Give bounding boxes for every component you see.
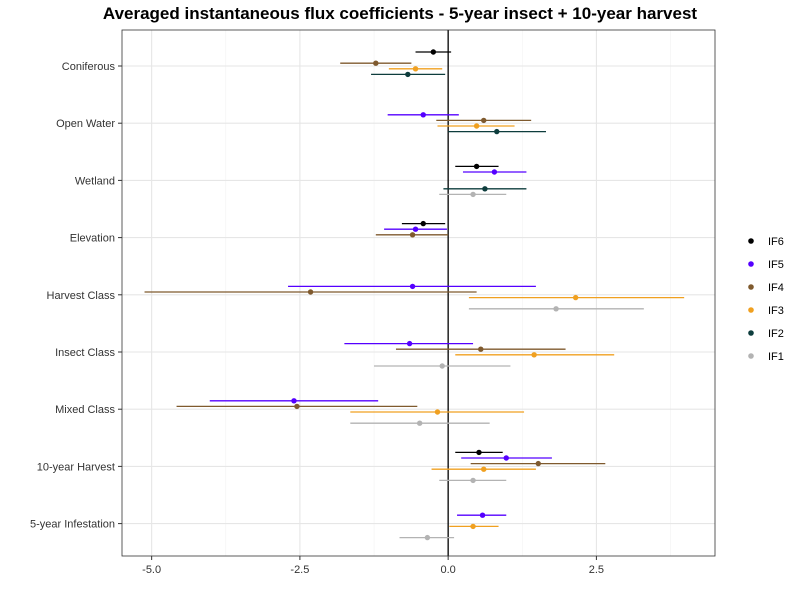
legend-key <box>748 284 754 290</box>
estimate-point <box>470 477 476 484</box>
estimate-point <box>373 60 379 66</box>
estimate-point <box>409 283 416 290</box>
estimate-point <box>294 403 300 410</box>
y-tick-label: Elevation <box>70 233 115 245</box>
legend-key <box>748 353 754 359</box>
estimate-point <box>481 117 487 124</box>
legend-key <box>748 261 754 267</box>
estimate-point <box>553 306 559 312</box>
legend-label: IF4 <box>768 282 784 294</box>
estimate-point <box>531 352 537 358</box>
estimate-point <box>476 449 482 456</box>
estimate-point <box>416 420 423 426</box>
estimate-point <box>503 455 509 461</box>
y-tick-label: 5-year Infestation <box>30 519 115 531</box>
estimate-point <box>473 163 480 170</box>
estimate-point <box>491 169 498 175</box>
y-tick-label: Harvest Class <box>47 290 116 302</box>
y-tick-label: Insect Class <box>55 347 115 359</box>
estimate-point <box>470 191 476 198</box>
plot-border <box>121 29 716 557</box>
estimate-point <box>535 460 541 467</box>
y-tick-label: Mixed Class <box>55 404 115 416</box>
legend-label: IF6 <box>768 236 784 248</box>
estimate-point <box>439 363 445 369</box>
legend-label: IF3 <box>768 305 784 317</box>
x-tick-label: 2.5 <box>589 564 604 576</box>
estimate-point <box>409 232 416 238</box>
estimate-point <box>405 71 411 78</box>
y-tick-label: Open Water <box>56 118 115 130</box>
y-tick-label: 10-year Harvest <box>37 461 115 473</box>
estimate-point <box>478 346 484 352</box>
estimate-point <box>481 466 487 472</box>
y-tick-label: Wetland <box>75 175 115 187</box>
legend-key <box>748 238 754 244</box>
estimate-point <box>291 398 297 404</box>
estimate-point <box>412 226 419 232</box>
estimate-point <box>572 294 579 301</box>
estimate-point <box>424 534 431 541</box>
x-tick-label: 0.0 <box>441 564 456 576</box>
x-tick-label: -5.0 <box>142 564 161 576</box>
estimate-point <box>473 123 480 129</box>
estimate-point <box>494 128 500 135</box>
estimate-point <box>430 49 437 55</box>
chart-title: Averaged instantaneous flux coefficients… <box>102 4 698 23</box>
legend-key <box>748 330 754 336</box>
estimate-point <box>479 512 486 518</box>
estimate-point <box>434 409 441 415</box>
legend-label: IF5 <box>768 259 784 271</box>
x-tick-label: -2.5 <box>290 564 309 576</box>
estimate-point <box>406 340 413 347</box>
estimate-point <box>470 523 476 530</box>
estimate-point <box>412 66 419 72</box>
estimate-point <box>482 186 488 192</box>
estimate-point <box>420 220 426 227</box>
plot-panel <box>122 30 715 556</box>
y-tick-label: Coniferous <box>62 61 116 73</box>
estimate-point <box>307 289 314 295</box>
legend-label: IF1 <box>768 351 784 363</box>
estimate-point <box>420 112 426 118</box>
legend-key <box>748 307 754 313</box>
legend-label: IF2 <box>768 328 784 340</box>
